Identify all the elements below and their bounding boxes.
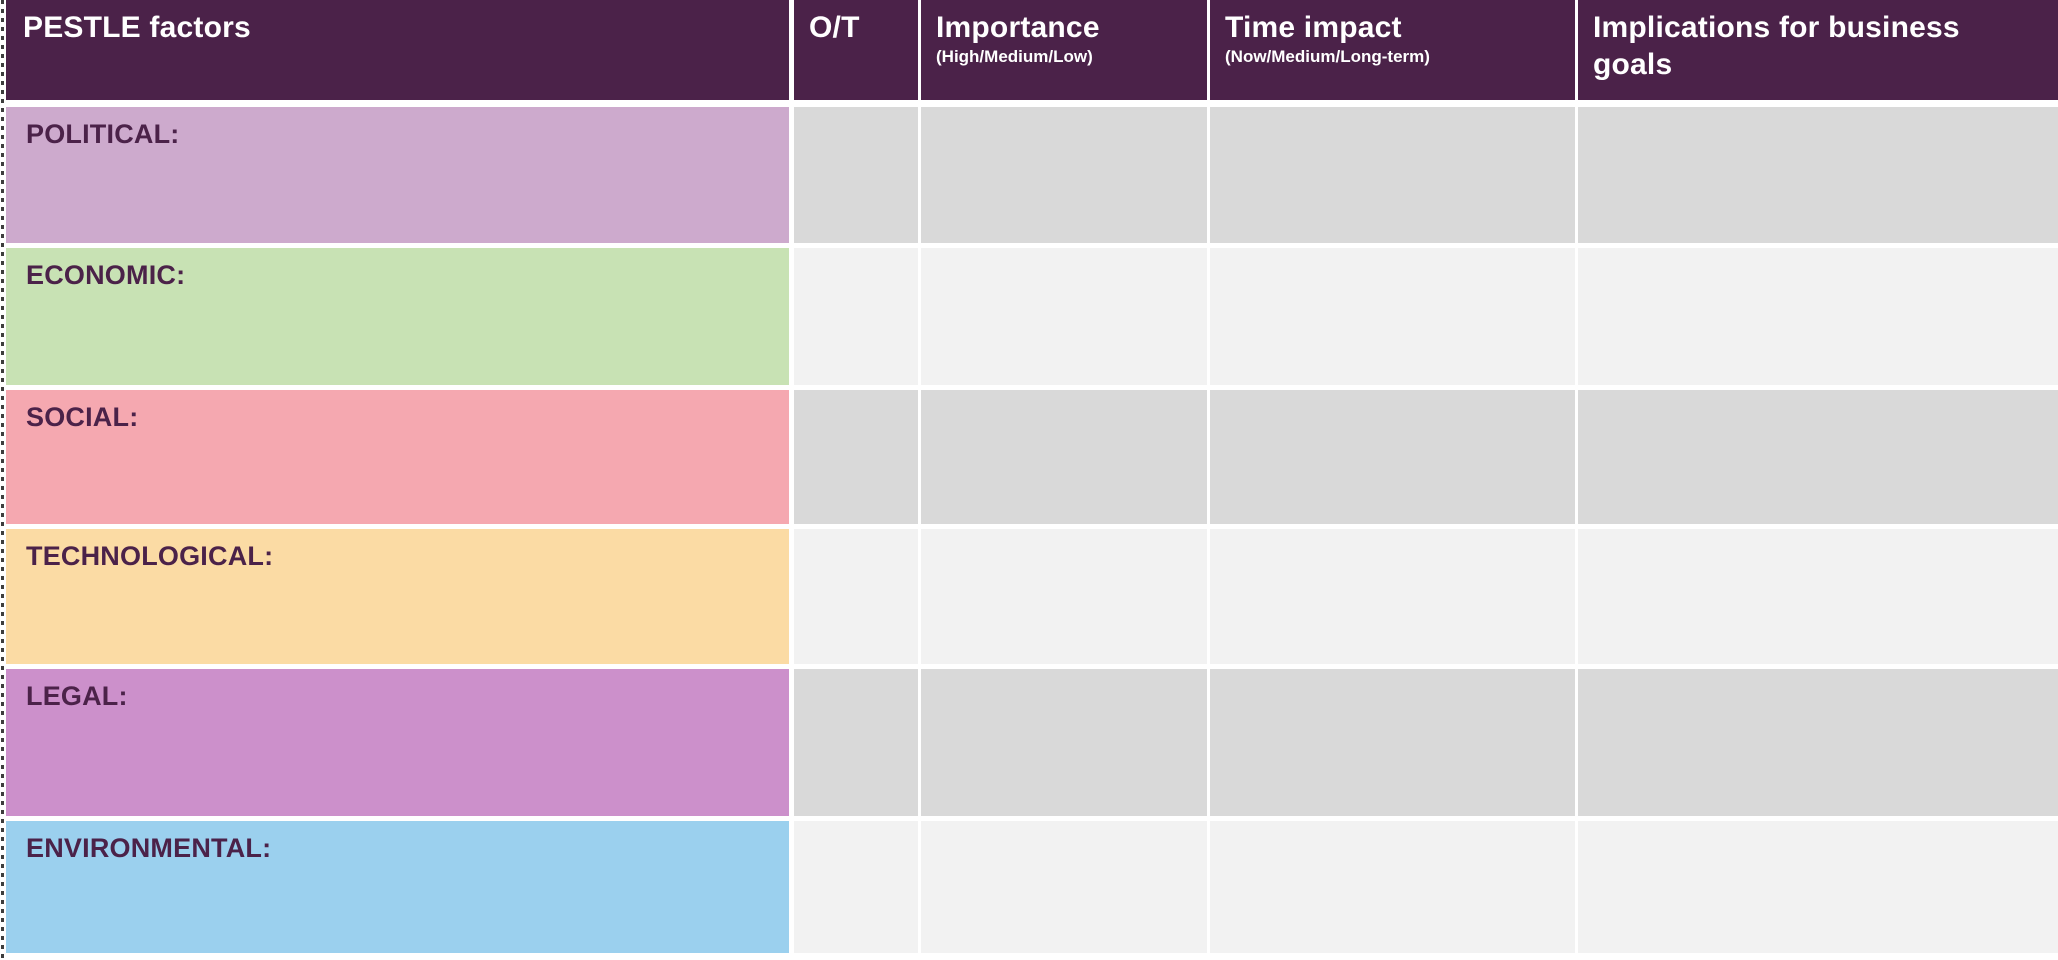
header-sublabel: (Now/Medium/Long-term) xyxy=(1225,47,1430,66)
header-cell-ot[interactable]: O/T xyxy=(794,0,918,100)
cell-time-impact[interactable] xyxy=(1210,669,1575,816)
cell-ot[interactable] xyxy=(794,248,918,385)
cell-implications[interactable] xyxy=(1578,107,2058,243)
cell-implications[interactable] xyxy=(1578,821,2058,953)
cell-time-impact[interactable] xyxy=(1210,821,1575,953)
placeholder-dashed-border xyxy=(1,0,4,960)
cell-implications[interactable] xyxy=(1578,669,2058,816)
header-label: PESTLE factors xyxy=(23,11,251,44)
cell-importance[interactable] xyxy=(921,669,1207,816)
table-row-legal: LEGAL: xyxy=(6,669,2058,816)
cell-time-impact[interactable] xyxy=(1210,529,1575,664)
cell-ot[interactable] xyxy=(794,821,918,953)
cell-implications[interactable] xyxy=(1578,529,2058,664)
cell-ot[interactable] xyxy=(794,529,918,664)
cell-ot[interactable] xyxy=(794,669,918,816)
row-label: SOCIAL: xyxy=(26,402,139,432)
row-label: ECONOMIC: xyxy=(26,260,186,290)
table-row-technological: TECHNOLOGICAL: xyxy=(6,529,2058,664)
cell-time-impact[interactable] xyxy=(1210,248,1575,385)
header-cell-implications[interactable]: Implications for business goals xyxy=(1578,0,2058,100)
cell-implications[interactable] xyxy=(1578,390,2058,524)
cell-importance[interactable] xyxy=(921,107,1207,243)
table-row-environmental: ENVIRONMENTAL: xyxy=(6,821,2058,953)
row-label-cell[interactable]: SOCIAL: xyxy=(6,390,789,524)
header-sublabel: (High/Medium/Low) xyxy=(936,47,1093,66)
row-label-cell[interactable]: ECONOMIC: xyxy=(6,248,789,385)
pestle-table: PESTLE factors O/T Importance (High/Medi… xyxy=(6,0,2058,953)
table-row-political: POLITICAL: xyxy=(6,107,2058,243)
row-label-cell[interactable]: LEGAL: xyxy=(6,669,789,816)
header-cell-time-impact[interactable]: Time impact (Now/Medium/Long-term) xyxy=(1210,0,1575,100)
header-cell-importance[interactable]: Importance (High/Medium/Low) xyxy=(921,0,1207,100)
row-label-cell[interactable]: ENVIRONMENTAL: xyxy=(6,821,789,953)
cell-ot[interactable] xyxy=(794,107,918,243)
cell-importance[interactable] xyxy=(921,529,1207,664)
table-row-social: SOCIAL: xyxy=(6,390,2058,524)
row-label: POLITICAL: xyxy=(26,119,180,149)
row-label-cell[interactable]: POLITICAL: xyxy=(6,107,789,243)
cell-importance[interactable] xyxy=(921,390,1207,524)
cell-time-impact[interactable] xyxy=(1210,107,1575,243)
header-label: Importance xyxy=(936,11,1100,44)
header-label: Implications for business goals xyxy=(1593,11,1960,81)
row-label: ENVIRONMENTAL: xyxy=(26,833,272,863)
row-label: LEGAL: xyxy=(26,681,128,711)
header-cell-pestle-factors[interactable]: PESTLE factors xyxy=(6,0,789,100)
row-label: TECHNOLOGICAL: xyxy=(26,541,274,571)
table-row-economic: ECONOMIC: xyxy=(6,248,2058,385)
row-label-cell[interactable]: TECHNOLOGICAL: xyxy=(6,529,789,664)
cell-implications[interactable] xyxy=(1578,248,2058,385)
header-label: O/T xyxy=(809,11,860,44)
cell-importance[interactable] xyxy=(921,821,1207,953)
cell-ot[interactable] xyxy=(794,390,918,524)
cell-importance[interactable] xyxy=(921,248,1207,385)
table-header-row: PESTLE factors O/T Importance (High/Medi… xyxy=(6,0,2058,100)
header-label: Time impact xyxy=(1225,11,1402,44)
cell-time-impact[interactable] xyxy=(1210,390,1575,524)
